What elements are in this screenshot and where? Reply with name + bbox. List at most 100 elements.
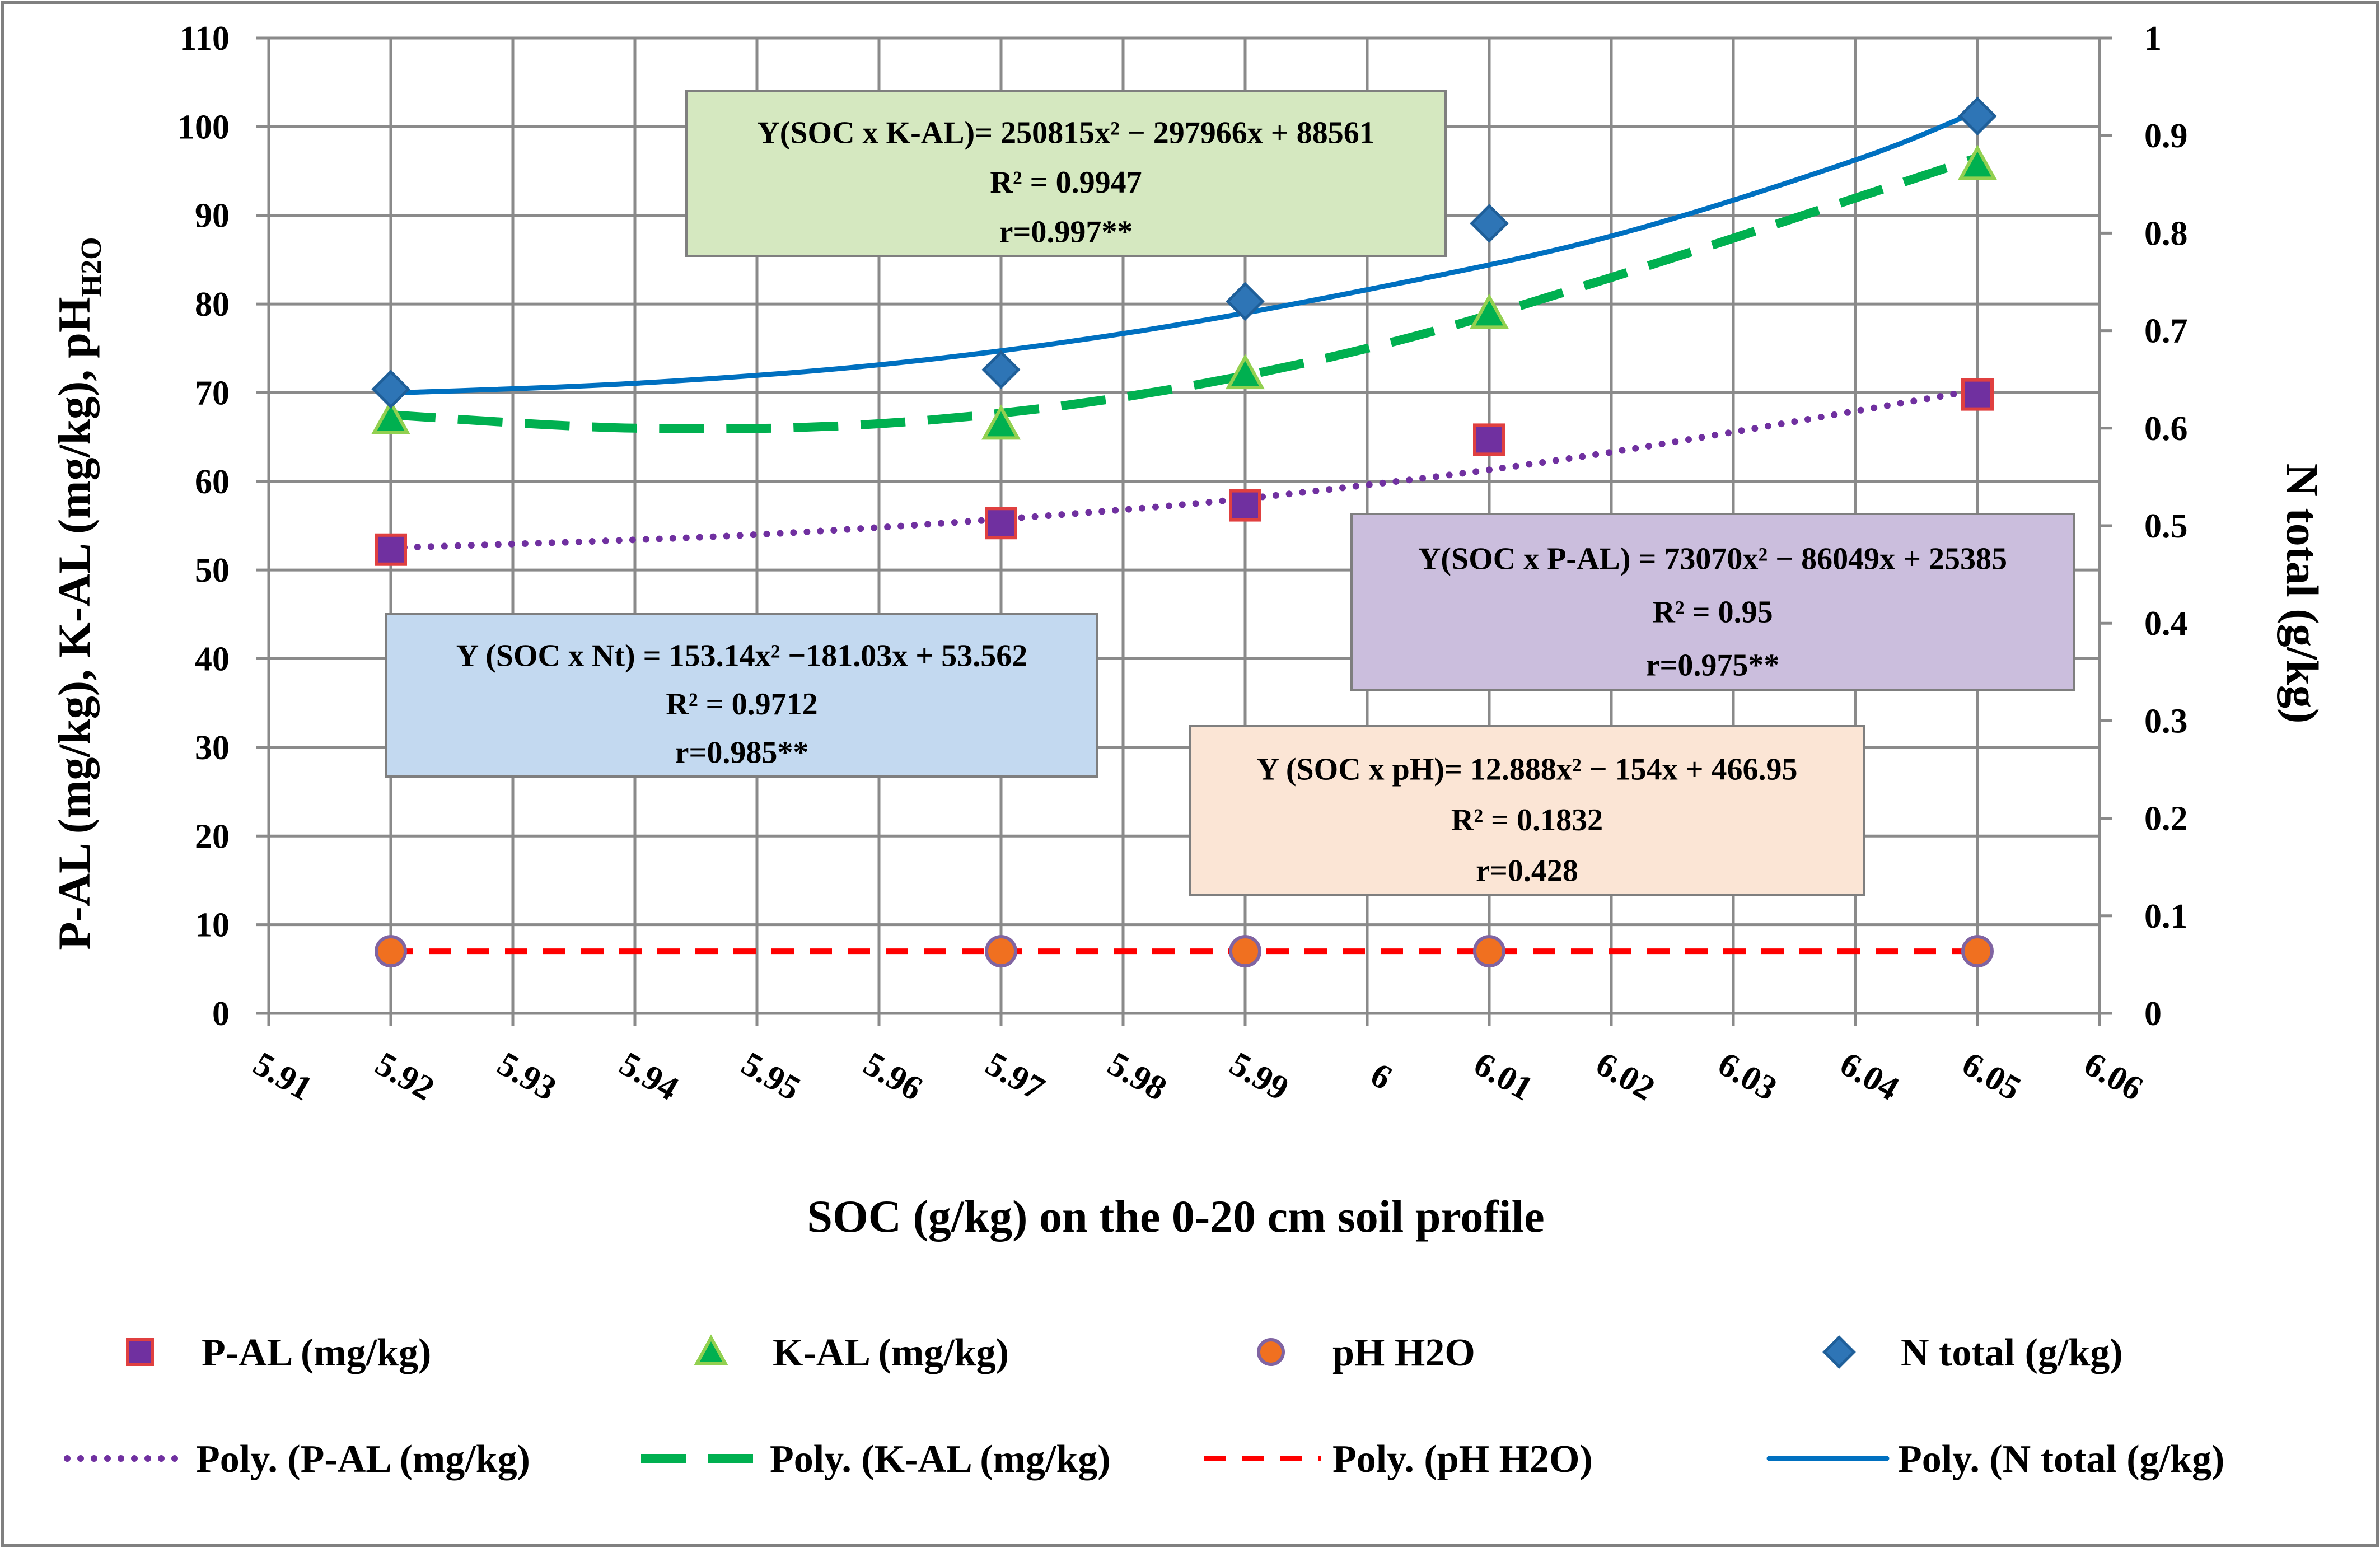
data-point-triangle	[371, 399, 410, 434]
data-point-circle	[985, 935, 1017, 968]
legend-item-line: Poly. (N total (g/kg)	[1766, 1438, 2224, 1481]
annotation-line: R² = 0.1832	[1451, 803, 1603, 838]
legend-label: pH H2O	[1332, 1331, 1475, 1374]
y-left-tick-label: 70	[195, 374, 230, 412]
data-point-circle	[1961, 935, 1994, 968]
data-point-square	[1473, 423, 1505, 456]
data-point-diamond	[1226, 282, 1265, 321]
annotation-line: r=0.975**	[1646, 648, 1780, 682]
annotation-line: Y(SOC x K-AL)= 250815x² − 297966x + 8856…	[757, 116, 1374, 151]
data-point-square	[375, 533, 407, 566]
data-point-circle	[1473, 935, 1505, 968]
annotation-line: R² = 0.95	[1652, 595, 1773, 629]
y-left-tick-label: 50	[195, 551, 230, 590]
y-right-tick-label: 0.7	[2144, 312, 2188, 350]
y-left-tick-label: 100	[177, 108, 230, 146]
legend-label: K-AL (mg/kg)	[773, 1331, 1009, 1374]
legend-item-marker: N total (g/kg)	[1822, 1331, 2123, 1374]
y-left-tick-label: 80	[195, 286, 230, 324]
trendline	[390, 153, 1979, 434]
legend-marker-circle	[1257, 1338, 1285, 1366]
y-axis-right-ticks: 0 0.1 0.2 0.3 0.4 0.5 0.6 0.7 0.8 0.9 1	[2144, 20, 2188, 1033]
annotation-box	[1189, 725, 1865, 896]
annotation-box	[1350, 513, 2075, 691]
annotation-line: R² = 0.9712	[666, 687, 817, 722]
data-point-circle	[1229, 935, 1261, 968]
legend-item-marker: K-AL (mg/kg)	[694, 1331, 1009, 1374]
y-axis-left-title: P-AL (mg/kg), K-AL (mg/kg), pHH2O	[49, 237, 107, 950]
y-left-tick-label: 30	[195, 729, 230, 767]
legend-label: Poly. (N total (g/kg)	[1898, 1438, 2224, 1481]
legend-marker-square	[126, 1338, 154, 1366]
data-point-triangle	[1226, 354, 1265, 390]
y-left-tick-label: 20	[195, 817, 230, 855]
annotation-line: Y(SOC x P-AL) = 73070x² − 86049x + 25385	[1418, 541, 2007, 576]
y-right-tick-label: 0.8	[2144, 214, 2188, 252]
y-left-tick-label: 40	[195, 640, 230, 679]
trendline	[387, 386, 1981, 551]
y-right-tick-label: 0.4	[2144, 605, 2188, 643]
data-point-diamond	[1470, 204, 1509, 243]
y-axis-left-title-sub: H2O	[76, 237, 107, 297]
y-right-tick-label: 1	[2144, 20, 2162, 58]
data-point-triangle	[1958, 144, 1997, 180]
legend-item-line: Poly. (pH H2O)	[1204, 1438, 1593, 1481]
annotation-line: r=0.428	[1476, 854, 1578, 888]
y-left-tick-label: 110	[179, 20, 230, 58]
data-point-square	[985, 507, 1017, 540]
annotation-box	[685, 90, 1447, 257]
y-axis-left-ticks: 0 10 20 30 40 50 60 70 80 90 100 110	[177, 20, 230, 1033]
legend-label: P-AL (mg/kg)	[202, 1331, 431, 1374]
y-right-tick-label: 0.5	[2144, 507, 2188, 545]
trendlines	[387, 109, 1981, 955]
data-point-square	[1229, 489, 1261, 522]
y-axis-left-title-main: P-AL (mg/kg), K-AL (mg/kg), pH	[49, 297, 100, 950]
y-right-tick-label: 0.6	[2144, 410, 2188, 448]
y-left-tick-label: 60	[195, 463, 230, 501]
annotation-nt: Y (SOC x Nt) = 153.14x² −181.03x + 53.56…	[385, 613, 1098, 778]
legend-label: N total (g/kg)	[1901, 1331, 2123, 1374]
y-left-tick-label: 90	[195, 197, 230, 235]
y-left-tick-label: 10	[195, 906, 230, 944]
legend-marker-triangle	[694, 1334, 728, 1365]
annotations: Y(SOC x K-AL)= 250815x² − 297966x + 8856…	[385, 90, 2075, 896]
annotation-line: R² = 0.9947	[990, 165, 1142, 200]
y-right-tick-label: 0.1	[2144, 897, 2188, 936]
legend-item-marker: P-AL (mg/kg)	[126, 1331, 431, 1374]
x-axis-title: SOC (g/kg) on the 0-20 cm soil profile	[807, 1191, 1544, 1242]
trendline	[388, 109, 1980, 396]
annotation-line: Y (SOC x pH)= 12.888x² − 154x + 466.95	[1256, 752, 1797, 787]
legend-item-line: Poly. (K-AL (mg/kg)	[641, 1438, 1111, 1481]
y-right-tick-label: 0.9	[2144, 117, 2188, 155]
data-point-triangle	[1470, 293, 1509, 329]
y-right-tick-label: 0.2	[2144, 800, 2188, 838]
data-point-square	[1961, 378, 1994, 411]
legend-label: Poly. (pH H2O)	[1332, 1438, 1593, 1481]
y-right-tick-label: 0.3	[2144, 702, 2188, 740]
annotation-ph: Y (SOC x pH)= 12.888x² − 154x + 466.95 R²…	[1189, 725, 1865, 896]
annotation-kal: Y(SOC x K-AL)= 250815x² − 297966x + 8856…	[685, 90, 1447, 257]
legend-label: Poly. (K-AL (mg/kg)	[770, 1438, 1111, 1481]
legend-marker-diamond	[1822, 1335, 1856, 1369]
legend-item-marker: pH H2O	[1257, 1331, 1475, 1374]
y-right-tick-label: 0	[2144, 995, 2162, 1033]
annotation-line: Y (SOC x Nt) = 153.14x² −181.03x + 53.56…	[456, 638, 1027, 673]
legend-label: Poly. (P-AL (mg/kg)	[196, 1438, 530, 1481]
annotation-line: r=0.985**	[675, 736, 809, 770]
plot-border	[267, 36, 2101, 1015]
data-point-triangle	[981, 404, 1021, 440]
data-point-diamond	[371, 370, 410, 409]
data-markers	[371, 96, 1997, 968]
data-point-diamond	[1958, 96, 1997, 136]
annotation-box	[385, 613, 1098, 778]
data-point-circle	[375, 935, 407, 968]
y-left-tick-label: 0	[212, 995, 230, 1033]
annotation-line: r=0.997**	[999, 214, 1133, 249]
data-point-diamond	[981, 350, 1021, 390]
annotation-pal: Y(SOC x P-AL) = 73070x² − 86049x + 25385…	[1350, 513, 2075, 691]
plot-area-border	[267, 36, 2101, 1015]
legend-item-line: Poly. (P-AL (mg/kg)	[64, 1438, 530, 1481]
legend: P-AL (mg/kg) K-AL (mg/kg) pH H2O N total (g…	[64, 1331, 2224, 1481]
y-axis-right-title: N total (g/kg)	[2277, 464, 2328, 724]
